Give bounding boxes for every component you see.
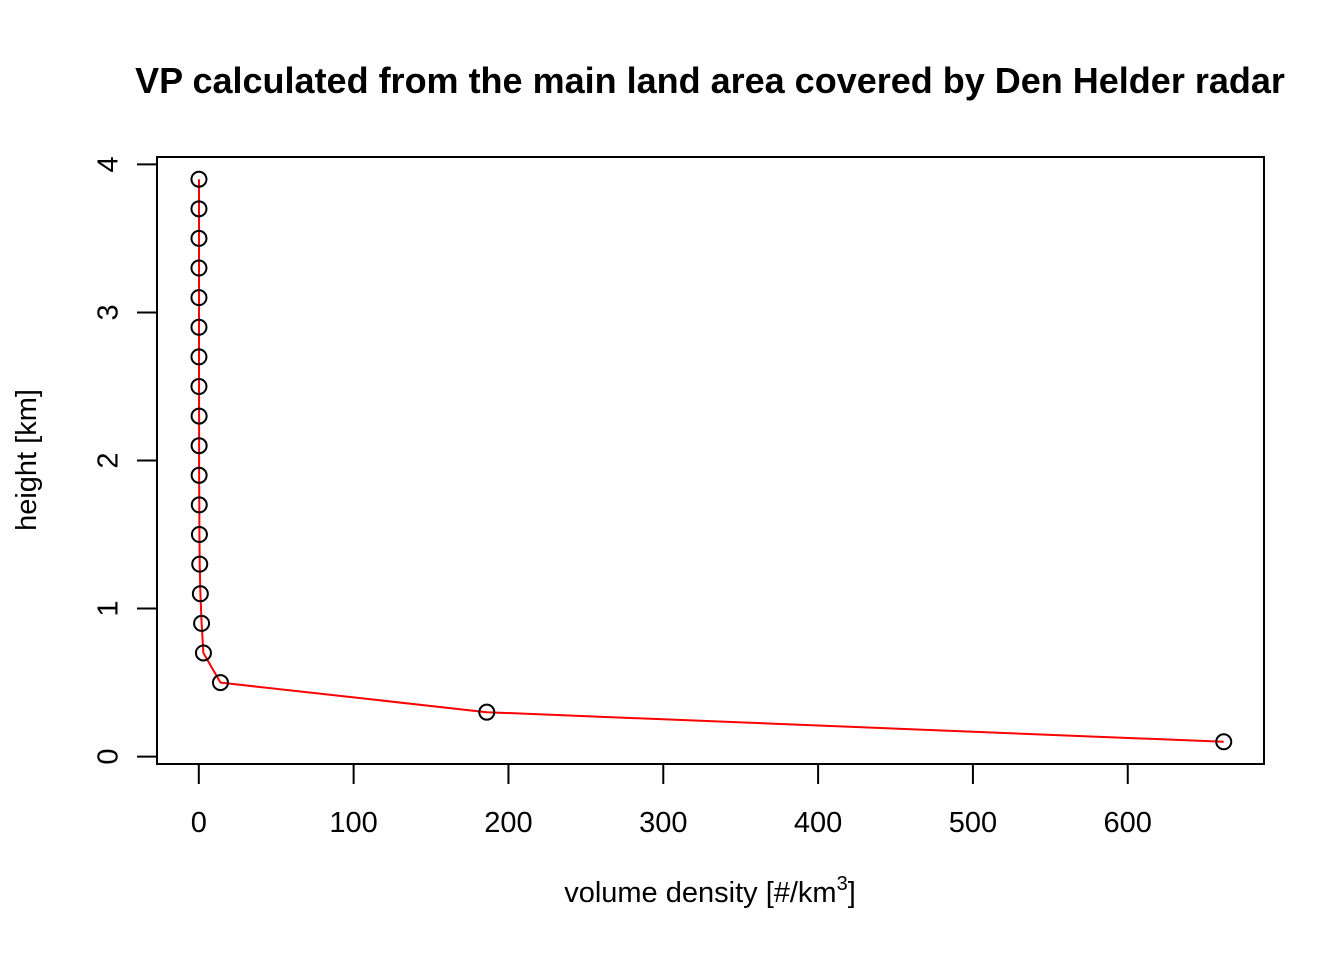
y-tick-label: 2 (93, 452, 125, 468)
data-point (194, 644, 212, 662)
data-point (1215, 733, 1233, 751)
data-point (190, 170, 208, 188)
data-point (190, 496, 208, 514)
x-tick-label: 200 (484, 807, 532, 839)
data-point (190, 318, 208, 336)
data-point (190, 407, 208, 425)
data-point (190, 289, 208, 307)
x-tick-label: 500 (949, 807, 997, 839)
series-layer (190, 170, 1233, 751)
x-axis: 0 100 200 300 400 500 600 (191, 763, 1152, 839)
y-tick-label: 1 (93, 600, 125, 616)
data-point (190, 259, 208, 277)
y-axis: 0 1 2 3 4 (93, 156, 158, 765)
x-axis-label-main: volume density [#/km (564, 877, 836, 909)
data-point (190, 437, 208, 455)
data-point (190, 200, 208, 218)
x-tick-label: 100 (329, 807, 377, 839)
series-line (198, 179, 1224, 743)
x-axis-label-superscript: 3 (837, 873, 848, 895)
data-point (191, 585, 209, 603)
data-point (190, 466, 208, 484)
y-tick-label: 0 (93, 749, 125, 765)
y-tick-label: 4 (93, 156, 125, 172)
data-point (211, 674, 229, 692)
x-axis-label-close: ] (848, 877, 856, 909)
x-tick-label: 0 (191, 807, 207, 839)
plot-frame (156, 156, 1265, 765)
x-tick-label: 300 (639, 807, 687, 839)
data-point (193, 614, 211, 632)
x-axis-label: volume density [#/km3] (564, 873, 856, 909)
data-point (191, 555, 209, 573)
data-point (190, 229, 208, 247)
y-axis-label: height [km] (11, 389, 43, 531)
chart-title: VP calculated from the main land area co… (135, 60, 1285, 101)
x-tick-label: 400 (794, 807, 842, 839)
data-point (190, 377, 208, 395)
y-tick-label: 3 (93, 304, 125, 320)
data-point (190, 526, 208, 544)
data-point (478, 703, 496, 721)
x-tick-label: 600 (1104, 807, 1152, 839)
data-point (190, 348, 208, 366)
